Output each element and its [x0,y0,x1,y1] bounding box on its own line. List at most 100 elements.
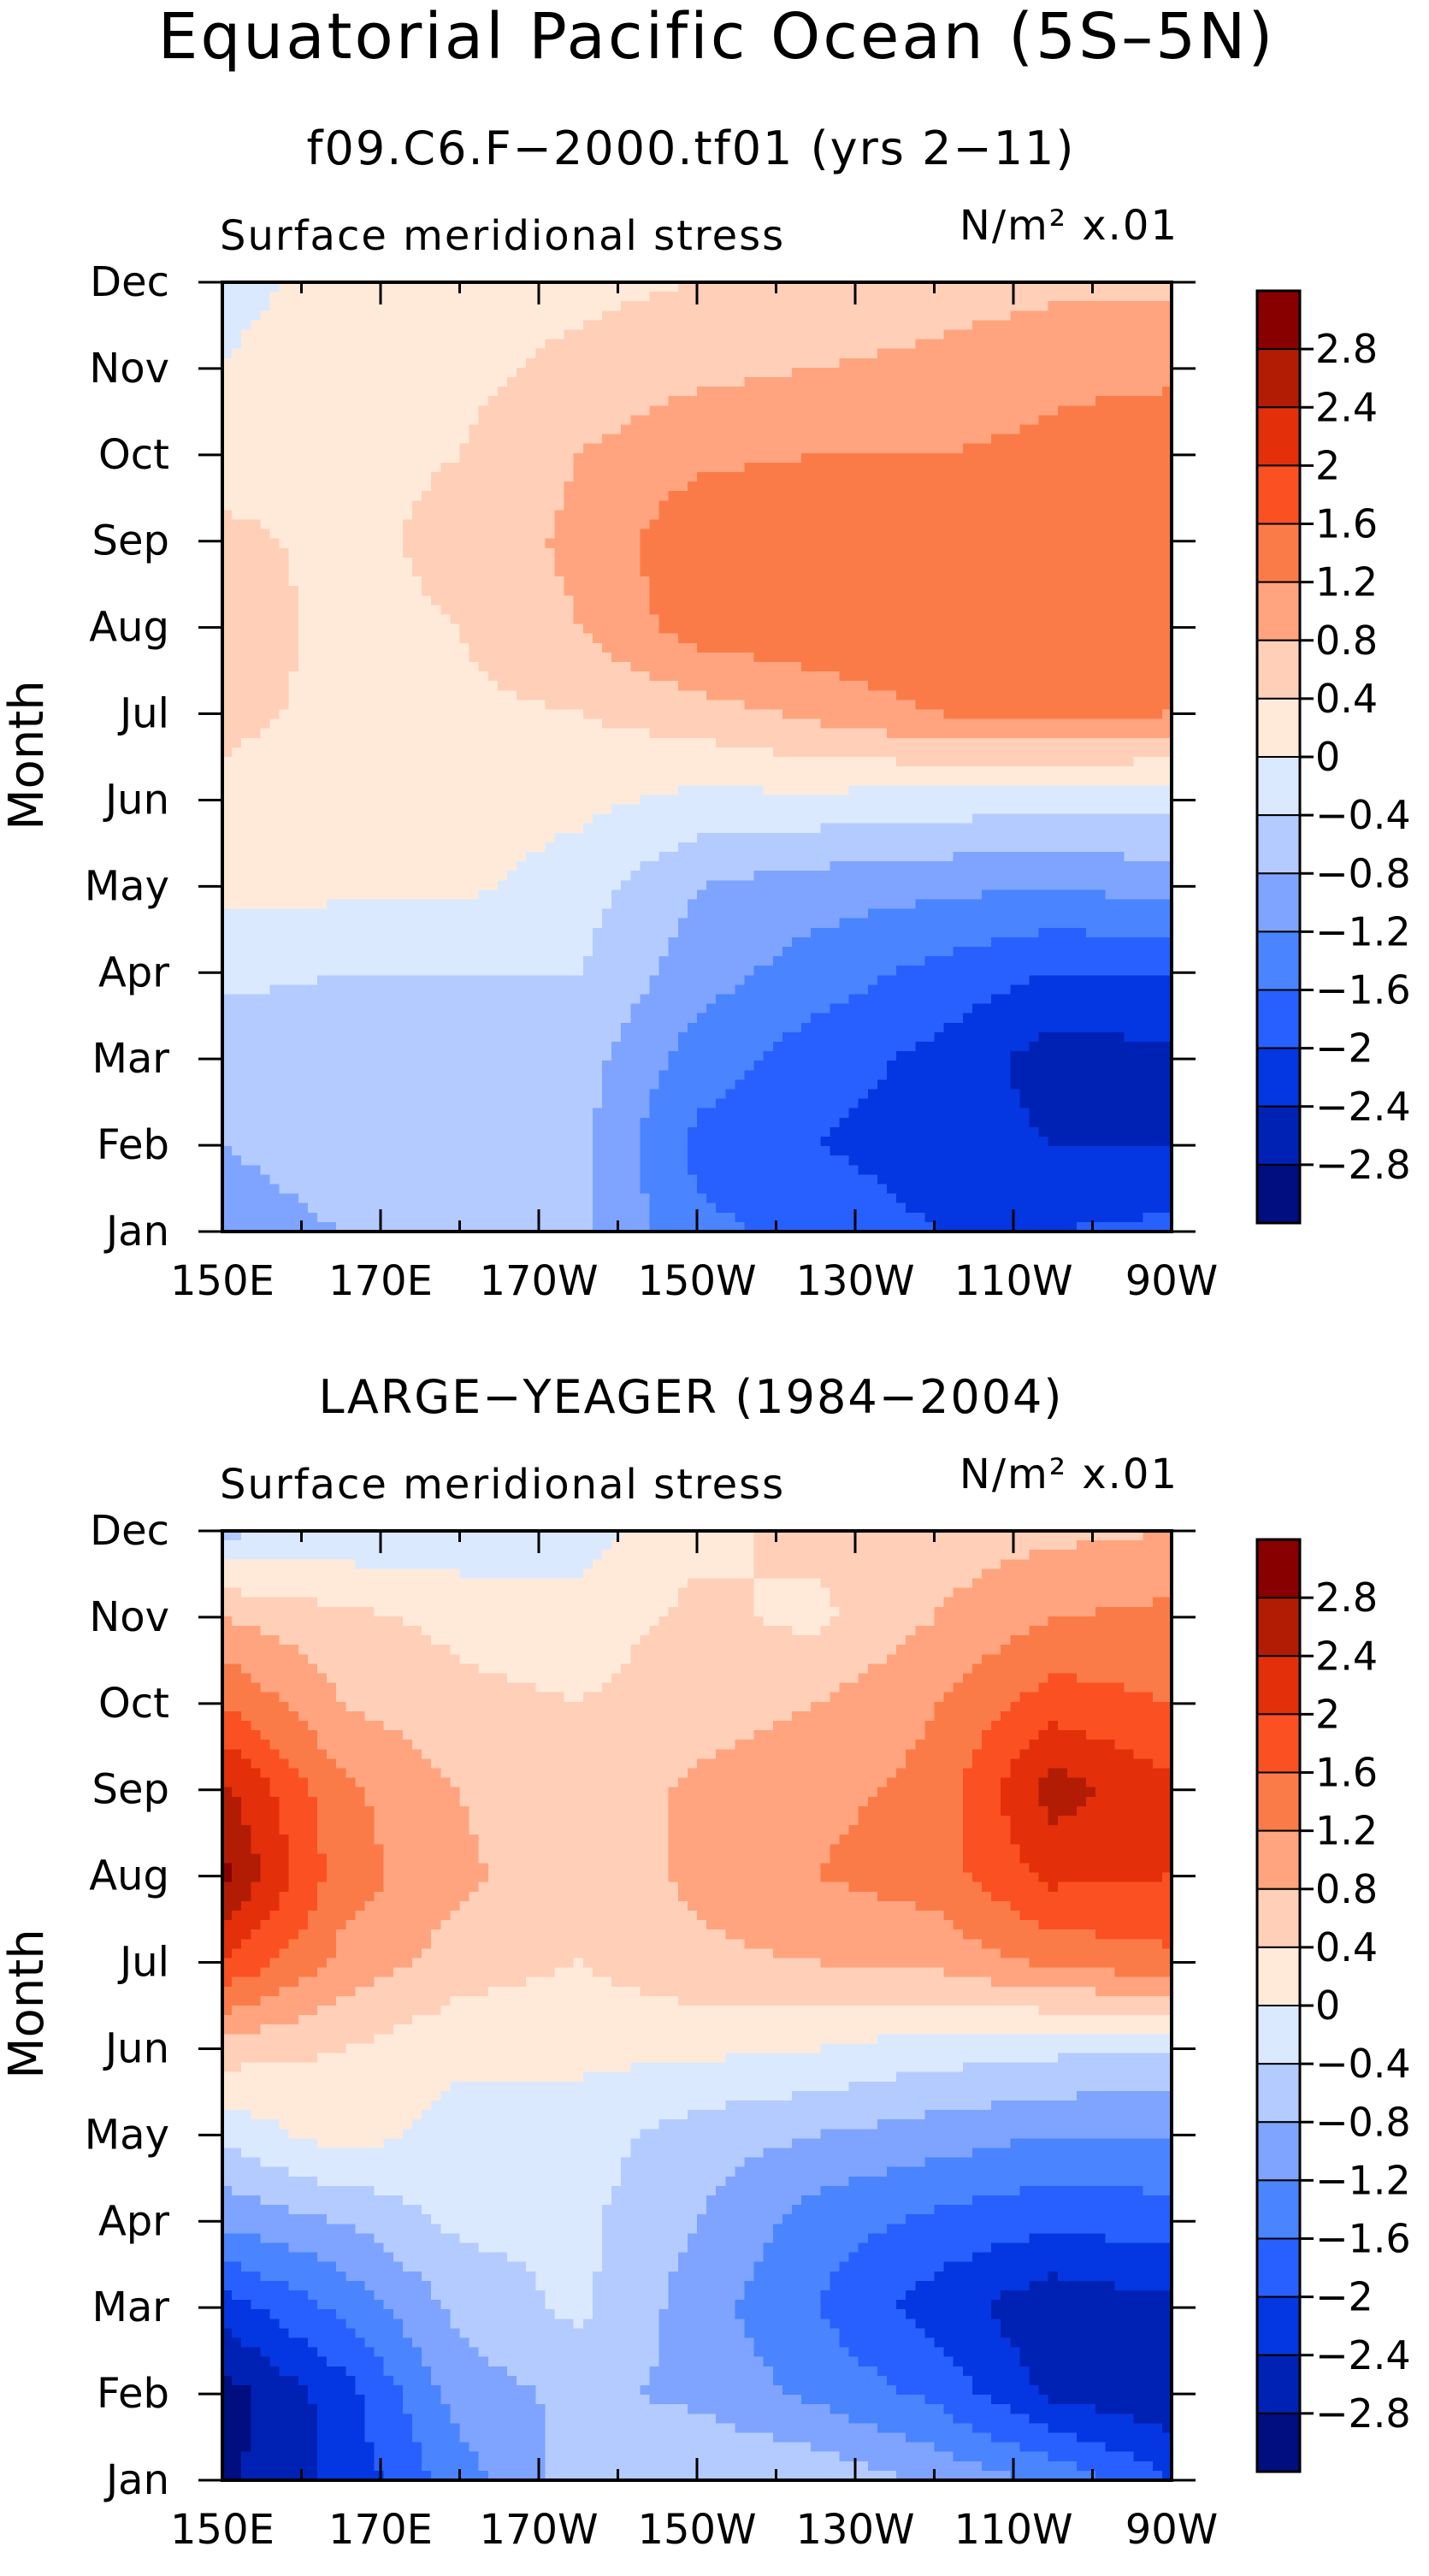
heatmap-cell [839,605,850,616]
heatmap-cell [630,690,641,700]
heatmap-cell [497,567,508,577]
heatmap-cell [393,605,404,616]
heatmap-cell [478,595,489,606]
heatmap-cell [355,377,366,387]
heatmap-cell [1048,301,1059,311]
heatmap-cell [839,396,850,406]
heatmap-cell [640,377,651,387]
heatmap-cell [1105,357,1115,369]
heatmap-cell [658,623,670,635]
heatmap-cell [517,387,527,397]
heatmap-cell [630,387,641,397]
heatmap-cell [459,538,470,549]
heatmap-cell [1048,595,1059,606]
heatmap-cell [744,557,755,568]
heatmap-cell [1057,623,1068,635]
heatmap-cell [327,529,337,540]
heatmap-cell [431,320,441,331]
heatmap-cell [839,576,850,587]
heatmap-cell [402,652,413,663]
heatmap-cell [564,424,575,435]
heatmap-cell [412,681,422,691]
heatmap-cell [364,472,375,482]
heatmap-cell [811,510,821,521]
heatmap-cell [962,377,973,387]
heatmap-cell [393,690,404,700]
heatmap-cell [545,623,556,635]
heatmap-cell [393,491,404,501]
heatmap-cell [1133,614,1144,625]
heatmap-cell [402,623,413,635]
heatmap-cell [658,292,670,302]
heatmap-cell [298,491,309,501]
heatmap-cell [1105,709,1115,720]
heatmap-cell [658,519,670,530]
heatmap-cell [497,377,508,387]
heatmap-cell [582,567,593,577]
heatmap-cell [232,671,242,682]
heatmap-cell [507,443,517,454]
heatmap-cell [554,320,565,331]
heatmap-cell [393,633,404,644]
heatmap-cell [241,452,251,464]
heatmap-cell [1077,415,1087,426]
heatmap-cell [1152,482,1163,492]
heatmap-cell [355,405,366,416]
heatmap-cell [1152,671,1163,682]
heatmap-cell [459,348,470,359]
heatmap-cell [345,482,356,492]
heatmap-cell [1152,547,1163,558]
heatmap-cell [1105,547,1115,558]
heatmap-cell [991,642,1001,653]
heatmap-cell [582,443,593,454]
heatmap-cell [317,510,328,521]
heatmap-cell [877,367,888,378]
heatmap-cell [943,415,954,426]
heatmap-cell [1057,491,1068,501]
heatmap-cell [317,700,328,711]
heatmap-cell [611,367,622,378]
heatmap-cell [1133,452,1144,464]
heatmap-cell [820,690,830,700]
heatmap-cell [1143,348,1154,359]
heatmap-cell [374,576,385,587]
heatmap-cell [1029,482,1040,492]
heatmap-cell [934,718,945,730]
heatmap-cell [811,405,821,416]
heatmap-cell [658,301,670,311]
heatmap-cell [336,605,346,616]
heatmap-cell [374,671,385,682]
heatmap-cell [772,614,783,625]
heatmap-cell [801,728,812,739]
heatmap-cell [725,709,735,720]
heatmap-cell [602,396,612,406]
heatmap-cell [440,652,451,663]
heatmap-cell [298,310,309,321]
heatmap-cell [573,424,584,435]
heatmap-cell [677,567,688,577]
heatmap-cell [1161,662,1172,672]
heatmap-cell [374,642,385,653]
heatmap-cell [478,367,489,378]
heatmap-cell [241,491,251,501]
heatmap-cell [393,567,404,577]
heatmap-cell [820,595,830,606]
heatmap-cell [706,405,717,416]
heatmap-cell [1086,576,1096,587]
heatmap-cell [336,747,346,758]
heatmap-cell [887,605,897,616]
heatmap-cell [374,292,385,302]
heatmap-cell [1152,329,1163,340]
heatmap-cell [649,614,660,625]
heatmap-cell [611,605,622,616]
heatmap-cell [1048,586,1059,596]
heatmap-cell [725,482,735,492]
heatmap-cell [1019,301,1030,311]
heatmap-cell [772,500,783,511]
heatmap-cell [1038,387,1049,397]
heatmap-cell [1019,443,1030,454]
heatmap-cell [848,301,859,311]
heatmap-cell [668,700,679,711]
heatmap-cell [1086,567,1096,577]
heatmap-cell [753,662,765,672]
